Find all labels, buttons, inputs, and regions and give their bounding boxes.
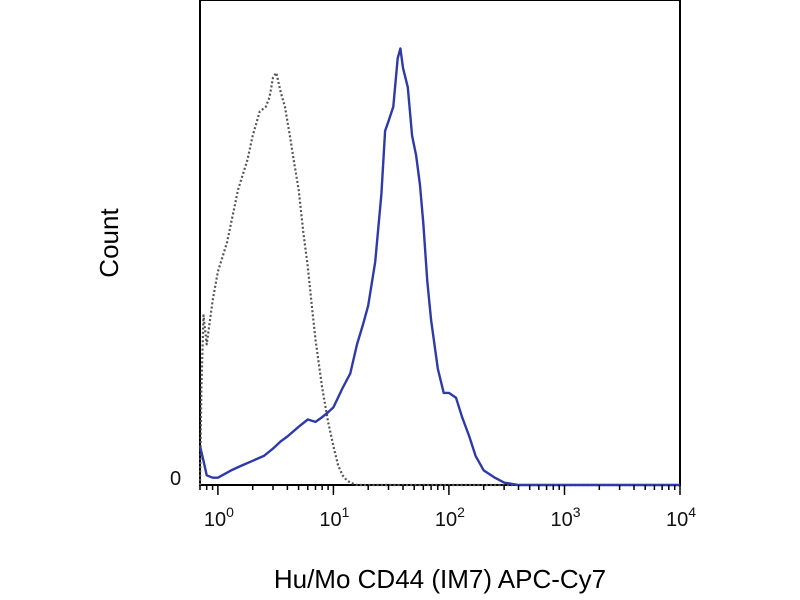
y-tick-label-0: 0 — [170, 468, 181, 490]
x-tick-exponent: 2 — [457, 504, 465, 520]
y-axis-title: Count — [94, 208, 124, 278]
control-histogram-line — [198, 71, 680, 487]
x-tick-label: 102 — [435, 504, 465, 531]
x-tick-exponent: 0 — [226, 504, 234, 520]
x-tick-exponent: 1 — [342, 504, 350, 520]
series-layer — [198, 47, 680, 487]
x-ticks: 100 101 102 103 104 — [199, 485, 696, 531]
x-tick-label: 101 — [319, 504, 349, 531]
x-tick-base: 10 — [666, 509, 688, 531]
x-tick-exponent: 4 — [688, 504, 696, 520]
x-tick-label: 100 — [204, 504, 234, 531]
x-tick-exponent: 3 — [573, 504, 581, 520]
plot-frame — [199, 0, 681, 486]
x-tick-label: 104 — [666, 504, 696, 531]
x-tick-label: 103 — [551, 504, 581, 531]
stained-histogram-line — [198, 47, 680, 487]
x-tick-base: 10 — [204, 509, 226, 531]
x-axis-title: Hu/Mo CD44 (IM7) APC-Cy7 — [274, 564, 606, 594]
x-tick-base: 10 — [551, 509, 573, 531]
x-tick-base: 10 — [435, 509, 457, 531]
x-tick-base: 10 — [319, 509, 341, 531]
